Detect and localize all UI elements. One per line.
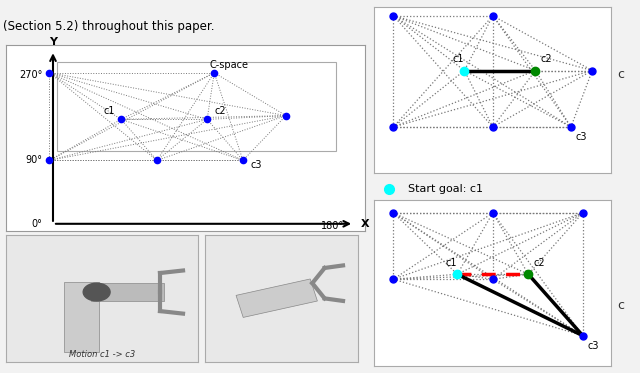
Bar xyxy=(236,279,317,317)
Text: c2: c2 xyxy=(214,106,226,116)
Bar xyxy=(91,283,164,301)
Text: 0°: 0° xyxy=(31,219,42,229)
Text: c2: c2 xyxy=(540,54,552,64)
Text: X: X xyxy=(361,219,370,229)
Text: Motion c1 -> c3: Motion c1 -> c3 xyxy=(69,350,136,359)
Text: (Section 5.2) throughout this paper.: (Section 5.2) throughout this paper. xyxy=(3,20,214,32)
Text: c1: c1 xyxy=(103,106,115,116)
Text: c: c xyxy=(617,300,624,312)
Bar xyxy=(56,62,336,151)
Text: c: c xyxy=(617,68,624,81)
Text: c1: c1 xyxy=(452,54,464,64)
Text: 270°: 270° xyxy=(19,70,42,79)
Text: c3: c3 xyxy=(576,132,587,142)
Text: 180°: 180° xyxy=(321,221,344,231)
Text: c2: c2 xyxy=(533,258,545,268)
Text: Selected motion to
reach the end goal: Selected motion to reach the end goal xyxy=(412,244,518,265)
Text: C-space: C-space xyxy=(209,60,248,70)
Text: End goal: c2: End goal: c2 xyxy=(408,203,477,213)
Circle shape xyxy=(83,283,110,301)
Text: Colliding motion: Colliding motion xyxy=(412,227,503,237)
Text: 90°: 90° xyxy=(25,156,42,165)
Text: Y: Y xyxy=(49,37,57,47)
Text: c3: c3 xyxy=(250,160,262,170)
Text: c1: c1 xyxy=(445,258,457,268)
Bar xyxy=(64,282,99,352)
Text: c3: c3 xyxy=(588,341,599,351)
Text: Start goal: c1: Start goal: c1 xyxy=(408,184,483,194)
